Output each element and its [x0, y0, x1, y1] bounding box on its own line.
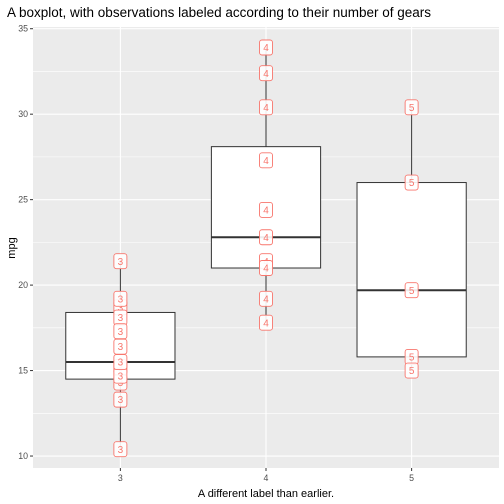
point-label: 4: [260, 153, 273, 168]
point-label-text: 4: [263, 69, 269, 80]
point-label-text: 4: [263, 156, 269, 167]
point-label: 5: [405, 363, 418, 378]
x-tick-label: 4: [264, 473, 269, 483]
y-tick-label: 25: [18, 195, 28, 205]
x-tick-label: 5: [409, 473, 414, 483]
point-label-text: 4: [263, 103, 269, 114]
point-label-text: 3: [118, 358, 124, 369]
point-label: 3: [114, 392, 127, 407]
point-label-text: 4: [263, 318, 269, 329]
point-label: 4: [260, 202, 273, 217]
point-label-text: 5: [409, 178, 415, 189]
box-body: [357, 183, 466, 357]
point-label: 3: [114, 339, 127, 354]
point-label: 5: [405, 349, 418, 364]
point-label: 3: [114, 254, 127, 269]
point-label-text: 5: [409, 352, 415, 363]
x-axis: 3 4 5: [118, 468, 414, 483]
y-tick-label: 30: [18, 109, 28, 119]
point-label-text: 5: [409, 103, 415, 114]
chart-title: A boxplot, with observations labeled acc…: [7, 5, 431, 20]
point-label: 5: [405, 283, 418, 298]
point-label-text: 3: [118, 327, 124, 338]
point-label-text: 3: [118, 395, 124, 406]
point-label: 4: [260, 230, 273, 245]
point-label-text: 5: [409, 286, 415, 297]
point-label: 4: [260, 40, 273, 55]
point-label-text: 4: [263, 233, 269, 244]
point-label: 4: [260, 100, 273, 115]
point-label-text: 3: [118, 313, 124, 324]
point-label: 5: [405, 100, 418, 115]
point-label-text: 3: [118, 445, 124, 456]
point-label: 3: [114, 442, 127, 457]
point-label: 3: [114, 324, 127, 339]
point-label: 5: [405, 175, 418, 190]
point-label: 3: [114, 355, 127, 370]
point-label: 4: [260, 261, 273, 276]
point-label-text: 4: [263, 205, 269, 216]
point-label: 3: [114, 291, 127, 306]
point-label-text: 5: [409, 366, 415, 377]
x-tick-label: 3: [118, 473, 123, 483]
point-label-text: 3: [118, 371, 124, 382]
point-label-text: 4: [263, 264, 269, 275]
y-axis: 10 15 20 25 30 35: [18, 24, 33, 461]
y-axis-label: mpg: [6, 237, 18, 258]
point-label-text: 3: [118, 294, 124, 305]
point-label: 3: [114, 368, 127, 383]
y-tick-label: 20: [18, 280, 28, 290]
point-label-text: 3: [118, 257, 124, 268]
point-label-text: 4: [263, 294, 269, 305]
y-tick-label: 15: [18, 366, 28, 376]
x-axis-label: A different label than earlier.: [198, 488, 334, 500]
point-label: 3: [114, 310, 127, 325]
point-label: 4: [260, 315, 273, 330]
point-label: 4: [260, 66, 273, 81]
point-label-text: 4: [263, 43, 269, 54]
point-label-text: 3: [118, 342, 124, 353]
y-tick-label: 10: [18, 451, 28, 461]
point-label: 4: [260, 291, 273, 306]
y-tick-label: 35: [18, 24, 28, 34]
